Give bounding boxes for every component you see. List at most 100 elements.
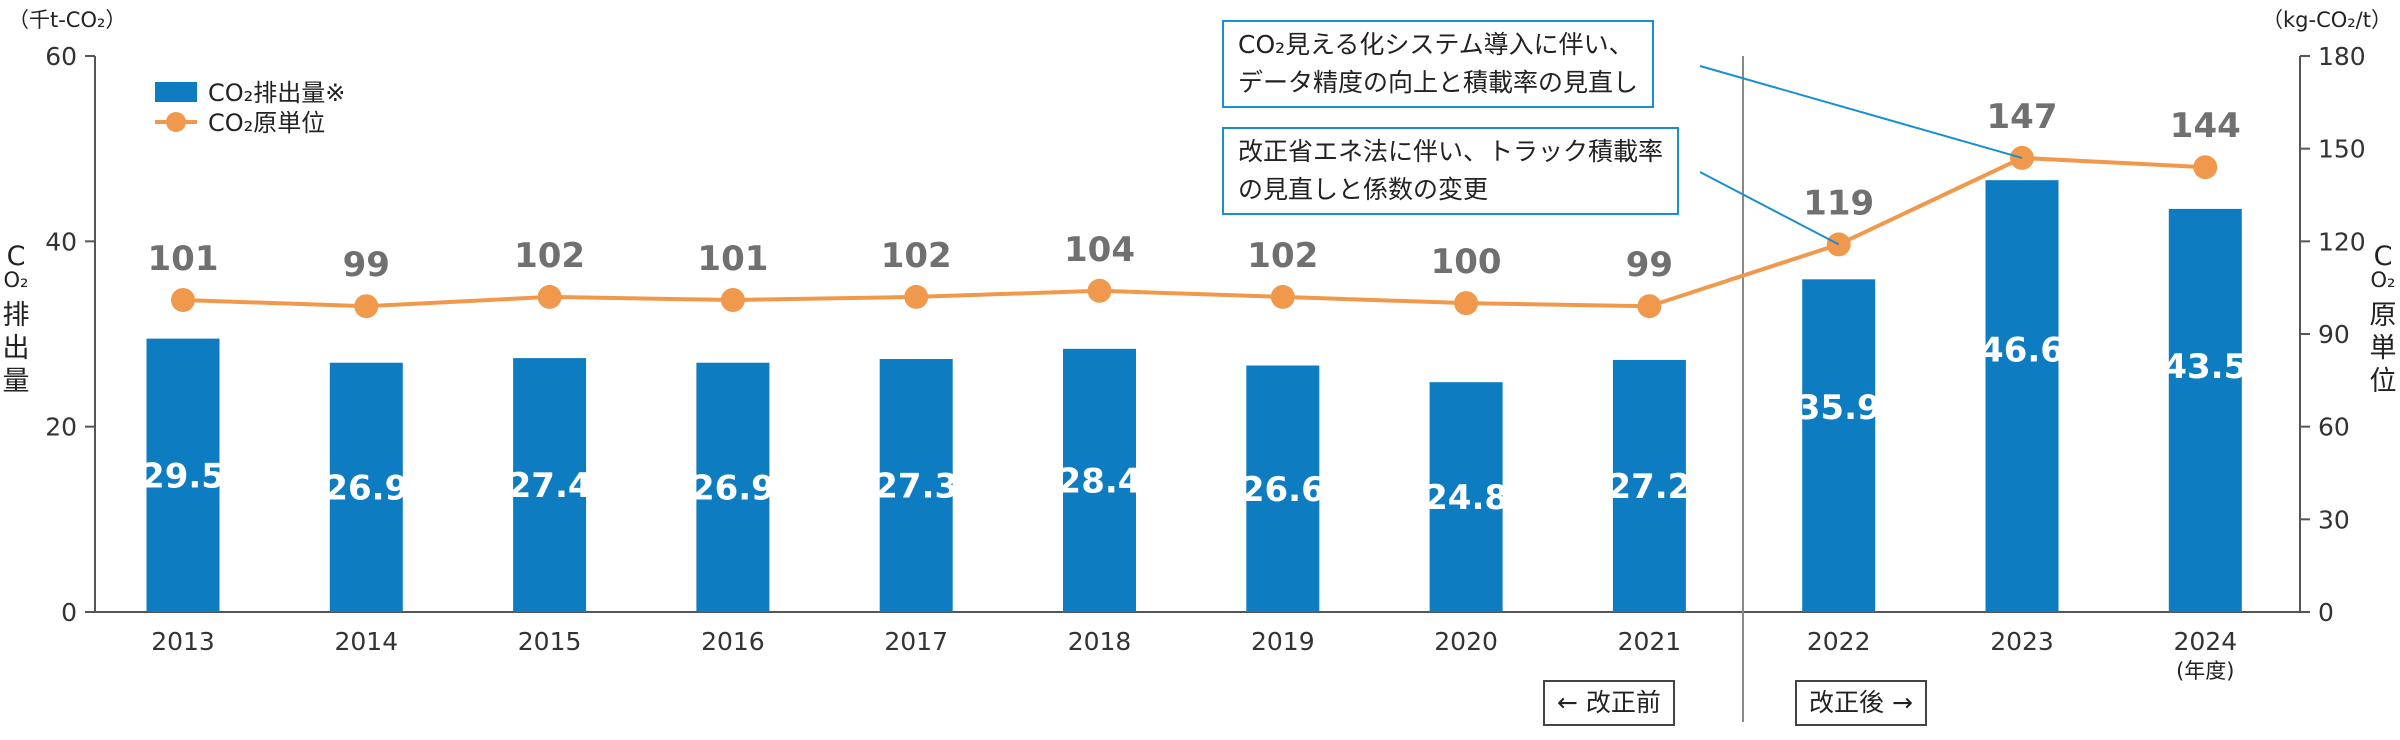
intensity-point-2014 <box>354 294 379 319</box>
y-right-tick-label: 150 <box>2318 135 2366 164</box>
intensity-point-2018 <box>1087 278 1112 303</box>
bar-value-label: 35.9 <box>1797 388 1881 428</box>
y-left-title-char: C <box>7 241 26 272</box>
intensity-value-label: 99 <box>1626 245 1673 285</box>
x-tick-label: 2020 <box>1434 627 1498 656</box>
y-left-title-char: O₂ <box>4 268 29 292</box>
intensity-value-label: 119 <box>1803 183 1874 223</box>
era-after-label: 改正後 → <box>1795 680 1927 726</box>
bar-value-label: 43.5 <box>2163 347 2247 387</box>
y-left-unit: （千t-CO₂） <box>8 8 126 32</box>
legend-bar-swatch <box>155 82 197 102</box>
bar-2022 <box>1802 279 1876 612</box>
y-left-tick-label: 0 <box>61 598 77 627</box>
y-right-title-char: O₂ <box>2371 268 2396 292</box>
bar-2021 <box>1612 359 1686 612</box>
bar-2017 <box>879 359 953 612</box>
intensity-point-2020 <box>1454 291 1479 316</box>
bar-value-label: 26.9 <box>324 468 408 508</box>
annotation-leaders <box>1699 65 2023 246</box>
bar-value-label: 28.4 <box>1058 461 1142 501</box>
intensity-line <box>182 155 2206 309</box>
data-labels: 29.5 26.9 27.4 26.9 27.3 28.4 26.6 24.8 27.2 35.9… <box>141 97 2247 518</box>
x-tick-label: 2013 <box>151 627 215 656</box>
x-tick-label: 2014 <box>334 627 398 656</box>
annotation-box-2: 改正省エネ法に伴い、トラック積載率 の見直しと係数の変更 <box>1222 127 1680 215</box>
annotation-2-line-2: の見直しと係数の変更 <box>1238 175 1489 204</box>
y-right-title-char: 位 <box>2370 366 2397 397</box>
y-left-title-char: 排 <box>3 300 30 331</box>
intensity-value-label: 102 <box>1247 236 1318 276</box>
intensity-value-label: 99 <box>343 245 390 285</box>
annotation-2-line-1: 改正省エネ法に伴い、トラック積載率 <box>1238 137 1664 166</box>
intensity-value-label: 104 <box>1064 230 1135 270</box>
y-right-tick-label: 120 <box>2318 227 2366 256</box>
y-right-tick-label: 180 <box>2318 42 2366 71</box>
y-right-tick-label: 90 <box>2318 320 2350 349</box>
bar-value-label: 24.8 <box>1424 478 1508 518</box>
x-tick-label: 2023 <box>1990 627 2054 656</box>
x-tick-label: 2024 <box>2173 627 2237 656</box>
bar-value-label: 46.6 <box>1980 331 2064 371</box>
annotation-box-1: CO₂見える化システム導入に伴い、 データ精度の向上と積載率の見直し <box>1222 20 1655 108</box>
bar-2019 <box>1246 365 1320 612</box>
y-right-unit: （kg-CO₂/t） <box>2262 8 2392 32</box>
intensity-point-2015 <box>537 284 562 309</box>
y-right-title-char: 原 <box>2370 300 2397 331</box>
bar-2023 <box>1985 180 2059 612</box>
x-tick-label: 2015 <box>518 627 582 656</box>
bar-2013 <box>146 338 220 612</box>
annotation-1-leader <box>1699 65 2023 159</box>
y-right-tick-label: 30 <box>2318 505 2350 534</box>
bar-value-label: 26.9 <box>691 468 775 508</box>
intensity-point-2024 <box>2193 155 2218 180</box>
x-tick-label: 2017 <box>884 627 948 656</box>
bar-2018 <box>1063 348 1136 612</box>
x-tick-label: 2019 <box>1251 627 1315 656</box>
intensity-value-label: 102 <box>514 236 585 276</box>
bar-2015 <box>513 358 587 612</box>
intensity-point-2021 <box>1637 294 1662 319</box>
intensity-point-2019 <box>1270 284 1295 309</box>
y-left-title-char: 量 <box>3 366 30 397</box>
bar-value-label: 29.5 <box>141 456 225 496</box>
bar-value-label: 27.2 <box>1607 467 1691 507</box>
x-axis-note: (年度) <box>2176 659 2234 683</box>
intensity-value-label: 101 <box>697 239 768 279</box>
legend: CO₂排出量※CO₂原単位 <box>155 79 345 137</box>
annotation-1-line-2: データ精度の向上と積載率の見直し <box>1238 68 1639 97</box>
bar-2020 <box>1429 382 1503 612</box>
era-before-label: ← 改正前 <box>1543 680 1675 726</box>
y-left-tick-label: 60 <box>45 42 77 71</box>
line-series <box>171 145 2218 319</box>
bars <box>146 180 2242 612</box>
intensity-value-label: 102 <box>881 236 952 276</box>
legend-line-label: CO₂原単位 <box>208 109 325 137</box>
bar-2014 <box>329 362 403 612</box>
intensity-point-2013 <box>171 288 195 313</box>
intensity-point-2017 <box>904 284 929 309</box>
intensity-value-label: 101 <box>148 239 219 279</box>
bar-value-label: 27.4 <box>508 466 592 506</box>
y-right-tick-label: 0 <box>2318 598 2334 627</box>
bar-2024 <box>2168 208 2242 612</box>
bar-value-label: 26.6 <box>1241 470 1325 510</box>
x-tick-label: 2022 <box>1807 627 1871 656</box>
x-tick-label: 2016 <box>701 627 765 656</box>
x-tick-label: 2021 <box>1618 627 1682 656</box>
legend-bar-label: CO₂排出量※ <box>208 79 345 107</box>
x-tick-label: 2018 <box>1068 627 1132 656</box>
intensity-point-2022 <box>1826 232 1851 257</box>
y-left-tick-label: 20 <box>45 413 77 442</box>
y-right-title-char: C <box>2374 241 2393 272</box>
legend-line-marker <box>166 112 186 132</box>
y-right-tick-label: 60 <box>2318 413 2350 442</box>
bar-2016 <box>696 362 770 612</box>
intensity-value-label: 144 <box>2170 106 2241 146</box>
annotation-1-line-1: CO₂見える化システム導入に伴い、 <box>1238 30 1634 59</box>
bar-value-label: 27.3 <box>874 467 958 507</box>
axes: 0 20 40 60 0 30 60 90 120 150 180 （千t-CO₂） （kg-CO₂/t… <box>3 8 2397 722</box>
y-left-tick-label: 40 <box>45 227 77 256</box>
annotation-2-leader <box>1699 171 1840 246</box>
